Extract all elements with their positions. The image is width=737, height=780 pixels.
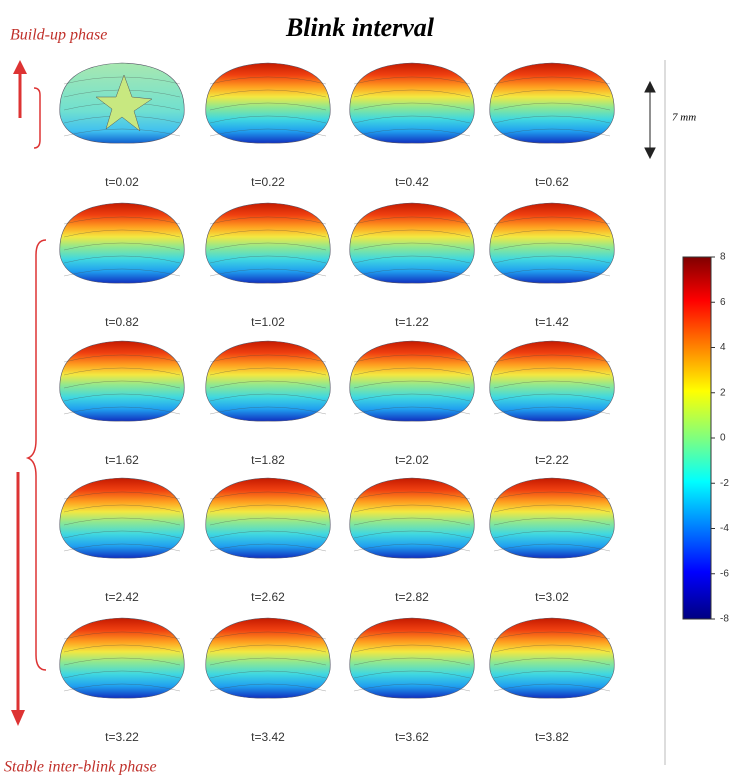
topo-map: t=1.02 bbox=[206, 203, 330, 329]
topo-map: t=3.82 bbox=[490, 618, 614, 744]
scale-arrow bbox=[645, 82, 655, 158]
panel-label: t=2.02 bbox=[395, 453, 429, 467]
topo-map: t=3.02 bbox=[490, 478, 614, 604]
panel-label: t=3.42 bbox=[251, 730, 285, 744]
panel-label: t=1.42 bbox=[535, 315, 569, 329]
topo-map: t=0.62 bbox=[490, 63, 614, 189]
topo-map: t=0.02 bbox=[60, 63, 184, 189]
panel-label: t=2.82 bbox=[395, 590, 429, 604]
panel-label: t=0.02 bbox=[105, 175, 139, 189]
topo-map: t=1.42 bbox=[490, 203, 614, 329]
colorbar-tick-label: -2 bbox=[720, 478, 729, 489]
topo-map: t=2.22 bbox=[490, 341, 614, 467]
panel-label: t=2.22 bbox=[535, 453, 569, 467]
topo-map: t=1.62 bbox=[60, 341, 184, 467]
panel-label: t=1.62 bbox=[105, 453, 139, 467]
topo-map: t=2.02 bbox=[350, 341, 474, 467]
panel-label: t=0.42 bbox=[395, 175, 429, 189]
panel-label: t=1.82 bbox=[251, 453, 285, 467]
colorbar bbox=[683, 257, 711, 619]
topo-map: t=1.22 bbox=[350, 203, 474, 329]
title: Blink interval bbox=[285, 13, 435, 42]
topo-map: t=0.22 bbox=[206, 63, 330, 189]
panel-label: t=1.22 bbox=[395, 315, 429, 329]
panel-label: t=2.62 bbox=[251, 590, 285, 604]
topo-map: t=3.62 bbox=[350, 618, 474, 744]
panel-label: t=3.02 bbox=[535, 590, 569, 604]
panel-label: t=0.62 bbox=[535, 175, 569, 189]
panels: t=0.02 t=0.22 t=0.42 t=0.62 t=0.82 t=1.02 t=1.… bbox=[60, 63, 614, 744]
colorbar-tick-label: -4 bbox=[720, 523, 729, 534]
phase-label: Stable inter-blink phase bbox=[4, 759, 157, 776]
panel-label: t=2.42 bbox=[105, 590, 139, 604]
topo-map: t=2.82 bbox=[350, 478, 474, 604]
colorbar-tick-label: 8 bbox=[720, 252, 726, 263]
figure: Blink interval Build-up phase Stable int… bbox=[0, 0, 737, 780]
topo-map: t=0.42 bbox=[350, 63, 474, 189]
panel-label: t=3.22 bbox=[105, 730, 139, 744]
topo-map: t=2.62 bbox=[206, 478, 330, 604]
panel-label: t=1.02 bbox=[251, 315, 285, 329]
panel-label: t=0.82 bbox=[105, 315, 139, 329]
topo-map: t=1.82 bbox=[206, 341, 330, 467]
topo-map: t=0.82 bbox=[60, 203, 184, 329]
topo-map: t=2.42 bbox=[60, 478, 184, 604]
colorbar-tick-label: -6 bbox=[720, 568, 729, 579]
colorbar-tick-label: 6 bbox=[720, 297, 726, 308]
panel-label: t=3.82 bbox=[535, 730, 569, 744]
panel-label: t=0.22 bbox=[251, 175, 285, 189]
colorbar-tick-label: 2 bbox=[720, 387, 726, 398]
scale-label: 7 mm bbox=[672, 112, 696, 124]
panel-label: t=3.62 bbox=[395, 730, 429, 744]
colorbar-tick-label: 0 bbox=[720, 433, 726, 444]
topo-map: t=3.42 bbox=[206, 618, 330, 744]
phase-arrows bbox=[11, 60, 46, 726]
colorbar-tick-label: 4 bbox=[720, 342, 726, 353]
colorbar-tick-label: -8 bbox=[720, 614, 729, 625]
topo-map: t=3.22 bbox=[60, 618, 184, 744]
phase-label: Build-up phase bbox=[10, 27, 107, 44]
